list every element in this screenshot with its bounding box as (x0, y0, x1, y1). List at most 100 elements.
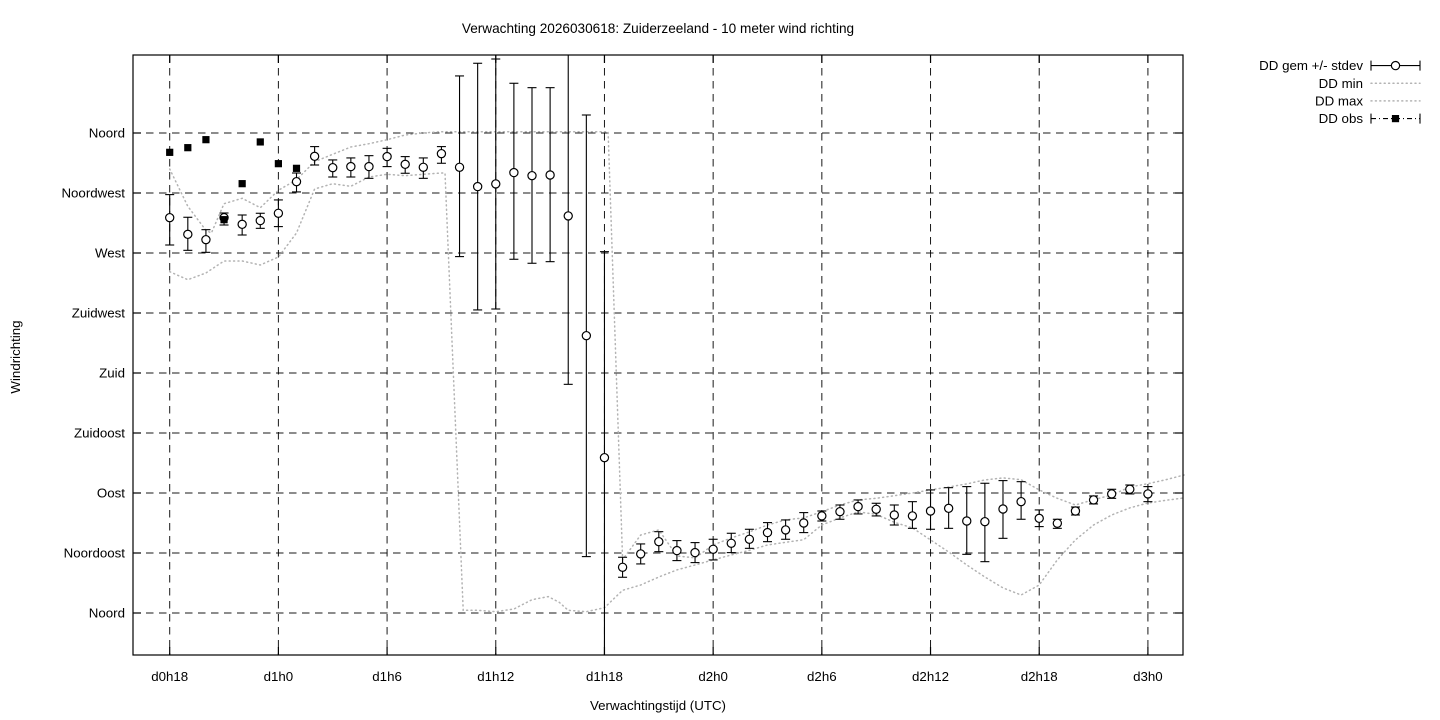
mean-point (962, 516, 972, 526)
mean-point (762, 527, 773, 538)
x-tick-label: d3h0 (1133, 669, 1163, 684)
mean-point (817, 511, 827, 521)
x-tick-label: d2h0 (698, 669, 728, 684)
mean-point (853, 501, 863, 512)
mean-point (708, 544, 718, 554)
tick-labels: d0h18 d1h0 d1h6 d1h12 d1h18 d2h0 d2h6 d2h12 d2h1… (61, 126, 1162, 684)
mean-point (889, 510, 900, 520)
mean-point (509, 167, 519, 178)
mean-point (309, 151, 320, 162)
dd-min-line (168, 172, 1185, 613)
x-tick-label: d2h18 (1021, 669, 1058, 684)
dd-gem-points (164, 148, 1153, 572)
plot-frame (132, 54, 1184, 656)
legend-label: DD max (1315, 94, 1363, 109)
chart-title: Verwachting 2026030618: Zuiderzeeland - … (462, 21, 854, 36)
mean-point (780, 525, 791, 535)
mean-point (1088, 495, 1099, 505)
x-tick-label: d1h0 (264, 669, 294, 684)
dd-max-line (168, 130, 1185, 562)
mean-point (255, 215, 265, 226)
mean-point (291, 176, 302, 187)
legend-label: DD obs (1319, 111, 1364, 126)
y-axis-label: Windrichting (8, 320, 23, 393)
mean-point (635, 549, 646, 559)
mean-point (454, 162, 465, 172)
legend: DD gem +/- stdev DD min DD max DD obs (1259, 58, 1421, 126)
obs-point (256, 138, 264, 146)
mean-point (581, 330, 592, 341)
y-tick-label: Zuidoost (74, 426, 125, 441)
y-tick-label: West (95, 246, 125, 261)
mean-point (617, 562, 628, 572)
obs-point (184, 144, 192, 152)
mean-point (418, 162, 429, 172)
obs-point (238, 180, 246, 188)
mean-point (436, 148, 447, 159)
mean-point (690, 547, 700, 558)
mean-point (545, 170, 555, 180)
obs-point (166, 148, 174, 156)
obs-point (220, 216, 228, 224)
mean-point (1106, 489, 1117, 499)
mean-point (799, 518, 809, 528)
y-tick-label: Noordwest (61, 186, 125, 201)
mean-point (346, 161, 356, 172)
x-tick-label: d2h6 (807, 669, 837, 684)
y-tick-label: Oost (97, 486, 125, 501)
plot-border (132, 54, 1184, 656)
mean-point (599, 452, 610, 463)
x-tick-label: d1h18 (586, 669, 623, 684)
mean-point (943, 503, 954, 514)
mean-point (273, 208, 284, 218)
mean-point (1125, 484, 1135, 494)
mean-point (654, 536, 664, 547)
mean-point (563, 211, 573, 221)
y-tick-label: Noordoost (64, 546, 126, 561)
mean-point (980, 516, 990, 527)
mean-point (871, 504, 881, 514)
mean-point (1016, 496, 1026, 507)
mean-point (1052, 518, 1063, 528)
mean-point (237, 219, 247, 230)
y-tick-label: Noord (89, 606, 125, 621)
x-tick-label: d1h12 (477, 669, 514, 684)
grid (133, 55, 1183, 655)
y-tick-label: Zuid (99, 366, 125, 381)
mean-point (726, 538, 736, 548)
mean-point (491, 179, 501, 189)
mean-point (1034, 513, 1044, 524)
mean-point (744, 534, 755, 544)
mean-point (328, 162, 338, 173)
legend-label: DD min (1319, 76, 1363, 91)
x-tick-label: d0h18 (151, 669, 188, 684)
dd-gem-errorbars (165, 55, 1153, 655)
x-tick-label: d1h6 (372, 669, 402, 684)
mean-point (364, 161, 374, 172)
mean-point (907, 511, 918, 521)
obs-point (292, 164, 301, 172)
y-tick-label: Zuidwest (72, 306, 126, 321)
legend-label: DD gem +/- stdev (1259, 58, 1363, 73)
obs-point (274, 160, 282, 168)
mean-point (527, 170, 537, 181)
mean-point (998, 504, 1008, 514)
x-axis-label: Verwachtingstijd (UTC) (590, 698, 726, 713)
y-tick-label: Noord (89, 126, 125, 141)
mean-point (183, 229, 193, 240)
obs-point (202, 136, 210, 144)
mean-point (400, 159, 410, 170)
x-tick-label: d2h12 (912, 669, 949, 684)
mean-point (164, 212, 175, 223)
mean-point (1143, 489, 1153, 499)
mean-point (201, 234, 211, 245)
mean-point (382, 151, 392, 162)
dd-obs-points (166, 136, 301, 224)
mean-point (472, 181, 483, 192)
legend-sample-square (1391, 115, 1400, 123)
legend-sample-circle (1390, 60, 1401, 71)
mean-point (672, 545, 682, 556)
series (164, 55, 1185, 655)
